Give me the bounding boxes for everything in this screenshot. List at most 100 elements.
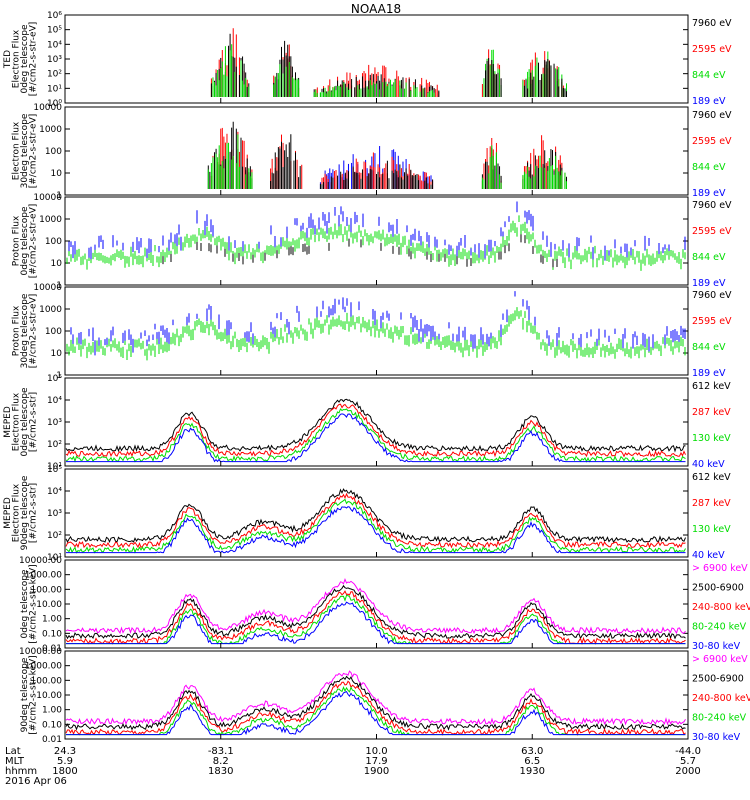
y-tick-label: 10¹ [47,462,62,472]
series-line-1 [65,398,686,453]
y-axis-label-line: MEPED [3,497,13,529]
y-tick-label: 1.00 [42,706,62,716]
y-axis-label-line: Electron Flux [12,392,22,451]
series-line-2 [65,675,686,731]
legend-entry-4: 189 eV [692,278,726,289]
y-tick-label: 10⁵ [47,26,62,36]
legend-entry-2: 2595 eV [692,226,732,237]
y-tick-label: 10² [47,70,62,80]
panel-8-traces [65,670,686,736]
y-axis-label-line: 30deg telescope [20,293,30,368]
y-tick-label: 0.01 [42,644,62,654]
y-axis-label-line: [#/cm2-s-str-eV] [29,204,39,279]
y-axis-label-line: Proton Flux [12,215,22,266]
y-tick-label: 10000 [33,103,62,113]
legend-entry-3: 844 eV [692,342,726,353]
y-axis-label-line: TED [3,50,13,69]
y-tick-label: 1000 [39,305,62,315]
x-tick-hhmm-2: 1830 [208,766,233,777]
y-axis-label-line: 0deg telescope [20,569,30,639]
x-row-label-mlt: MLT [5,756,25,767]
y-tick-label: 10 [51,169,63,179]
panel-7: 0.01 0.10 1.00 10.00 100.00 1000.00 10000.00 0d… [19,556,750,654]
y-axis-label-line: [#/cm2-s-str-eV] [29,114,39,189]
x-tick-hhmm-4: 1930 [520,766,545,777]
plot-title: NOAA18 [351,2,401,16]
legend-entry-2: 2500-6900 [692,674,744,685]
legend-entry-1: > 6900 keV [692,563,748,574]
legend-entry-4: 80-240 keV [692,622,747,633]
y-tick-label: 10.00 [36,691,62,701]
y-tick-label: 10² [47,440,62,450]
series-line-5 [66,690,686,736]
x-row-label-lat: Lat [5,746,21,757]
y-tick-label: 10⁴ [47,40,62,50]
y-axis-label-line: 0deg telescope [20,206,30,276]
series-line-1 [65,577,686,635]
legend-entry-5: 30-80 keV [692,641,741,652]
y-tick-label: 10¹ [47,84,62,94]
y-axis-label-line: MEPED [3,406,13,438]
series-line-3 [65,680,686,736]
y-tick-label: 1 [56,281,62,291]
legend-entry-1: > 6900 keV [692,654,748,665]
y-tick-label: 1000.00 [25,662,62,672]
panel-3-traces [66,201,686,271]
y-axis-label-line: 30deg telescope [20,113,30,188]
legend-entry-1: 612 keV [692,381,731,392]
y-axis-label-line: 0deg telescope [20,24,30,94]
legend-entry-2: 2595 eV [692,44,732,55]
y-tick-label: 10³ [47,55,62,65]
y-tick-label: 10.00 [36,600,62,610]
series-line-5 [66,601,686,645]
panel-8: 0.01 0.10 1.00 10.00 100.00 1000.00 10000.0090… [19,647,750,745]
y-axis-label-line: Proton Flux [12,305,22,356]
y-tick-label: 1000 [39,215,62,225]
panel-7-traces [65,577,686,645]
x-tick-hhmm-1: 1800 [52,766,77,777]
series-line-4 [66,506,686,554]
x-tick-hhmm-5: 2000 [675,766,700,777]
panel-4-traces [66,291,686,361]
legend-entry-3: 844 eV [692,70,726,81]
series-line-3 [65,408,686,463]
y-tick-label: 10000 [33,283,62,293]
legend-entry-3: 240-800 keV [692,602,750,613]
legend-entry-4: 189 eV [692,188,726,199]
y-tick-label: 10⁵ [47,374,62,384]
y-tick-label: 1.00 [42,615,62,625]
legend-entry-3: 844 eV [692,162,726,173]
legend-entry-4: 189 eV [692,368,726,379]
y-tick-label: 10000.00 [19,647,62,657]
x-tick-lat-2: -83.1 [208,746,234,757]
y-tick-label: 10⁴ [47,396,62,406]
series-line-1 [65,670,686,726]
panel-2-traces [207,121,568,189]
y-axis-label-line: [#/cm2-s-str] [29,483,39,543]
y-tick-label: 100.00 [31,585,63,595]
y-axis-label-line: [#/cm2-s-str-eV] [29,22,39,97]
panel-frame [64,196,689,286]
legend-entry-2: 2500-6900 [692,583,744,594]
y-axis-label-line: [#/cm2-s-str] [29,392,39,452]
y-axis-label-line: [#/cm2-s-str-eV] [29,294,39,369]
series-line-2 [65,403,686,458]
panel-1-traces [210,28,568,97]
y-axis-label-line: Electron Flux [12,29,22,88]
legend-entry-3: 240-800 keV [692,693,750,704]
x-tick-mlt-1: 5.9 [57,756,73,767]
y-tick-label: 0.10 [42,629,62,639]
y-axis-label-line: Electron Flux [12,483,22,542]
legend-entry-3: 844 eV [692,252,726,263]
legend-entry-3: 130 keV [692,524,731,535]
panel-frame [64,286,689,376]
series-line-3 [65,590,686,645]
series-line-4 [66,413,686,463]
legend-entry-1: 7960 eV [692,18,732,29]
legend-entry-2: 2595 eV [692,136,732,147]
y-tick-label: 10² [47,531,62,541]
y-tick-label: 10⁵ [47,465,62,475]
